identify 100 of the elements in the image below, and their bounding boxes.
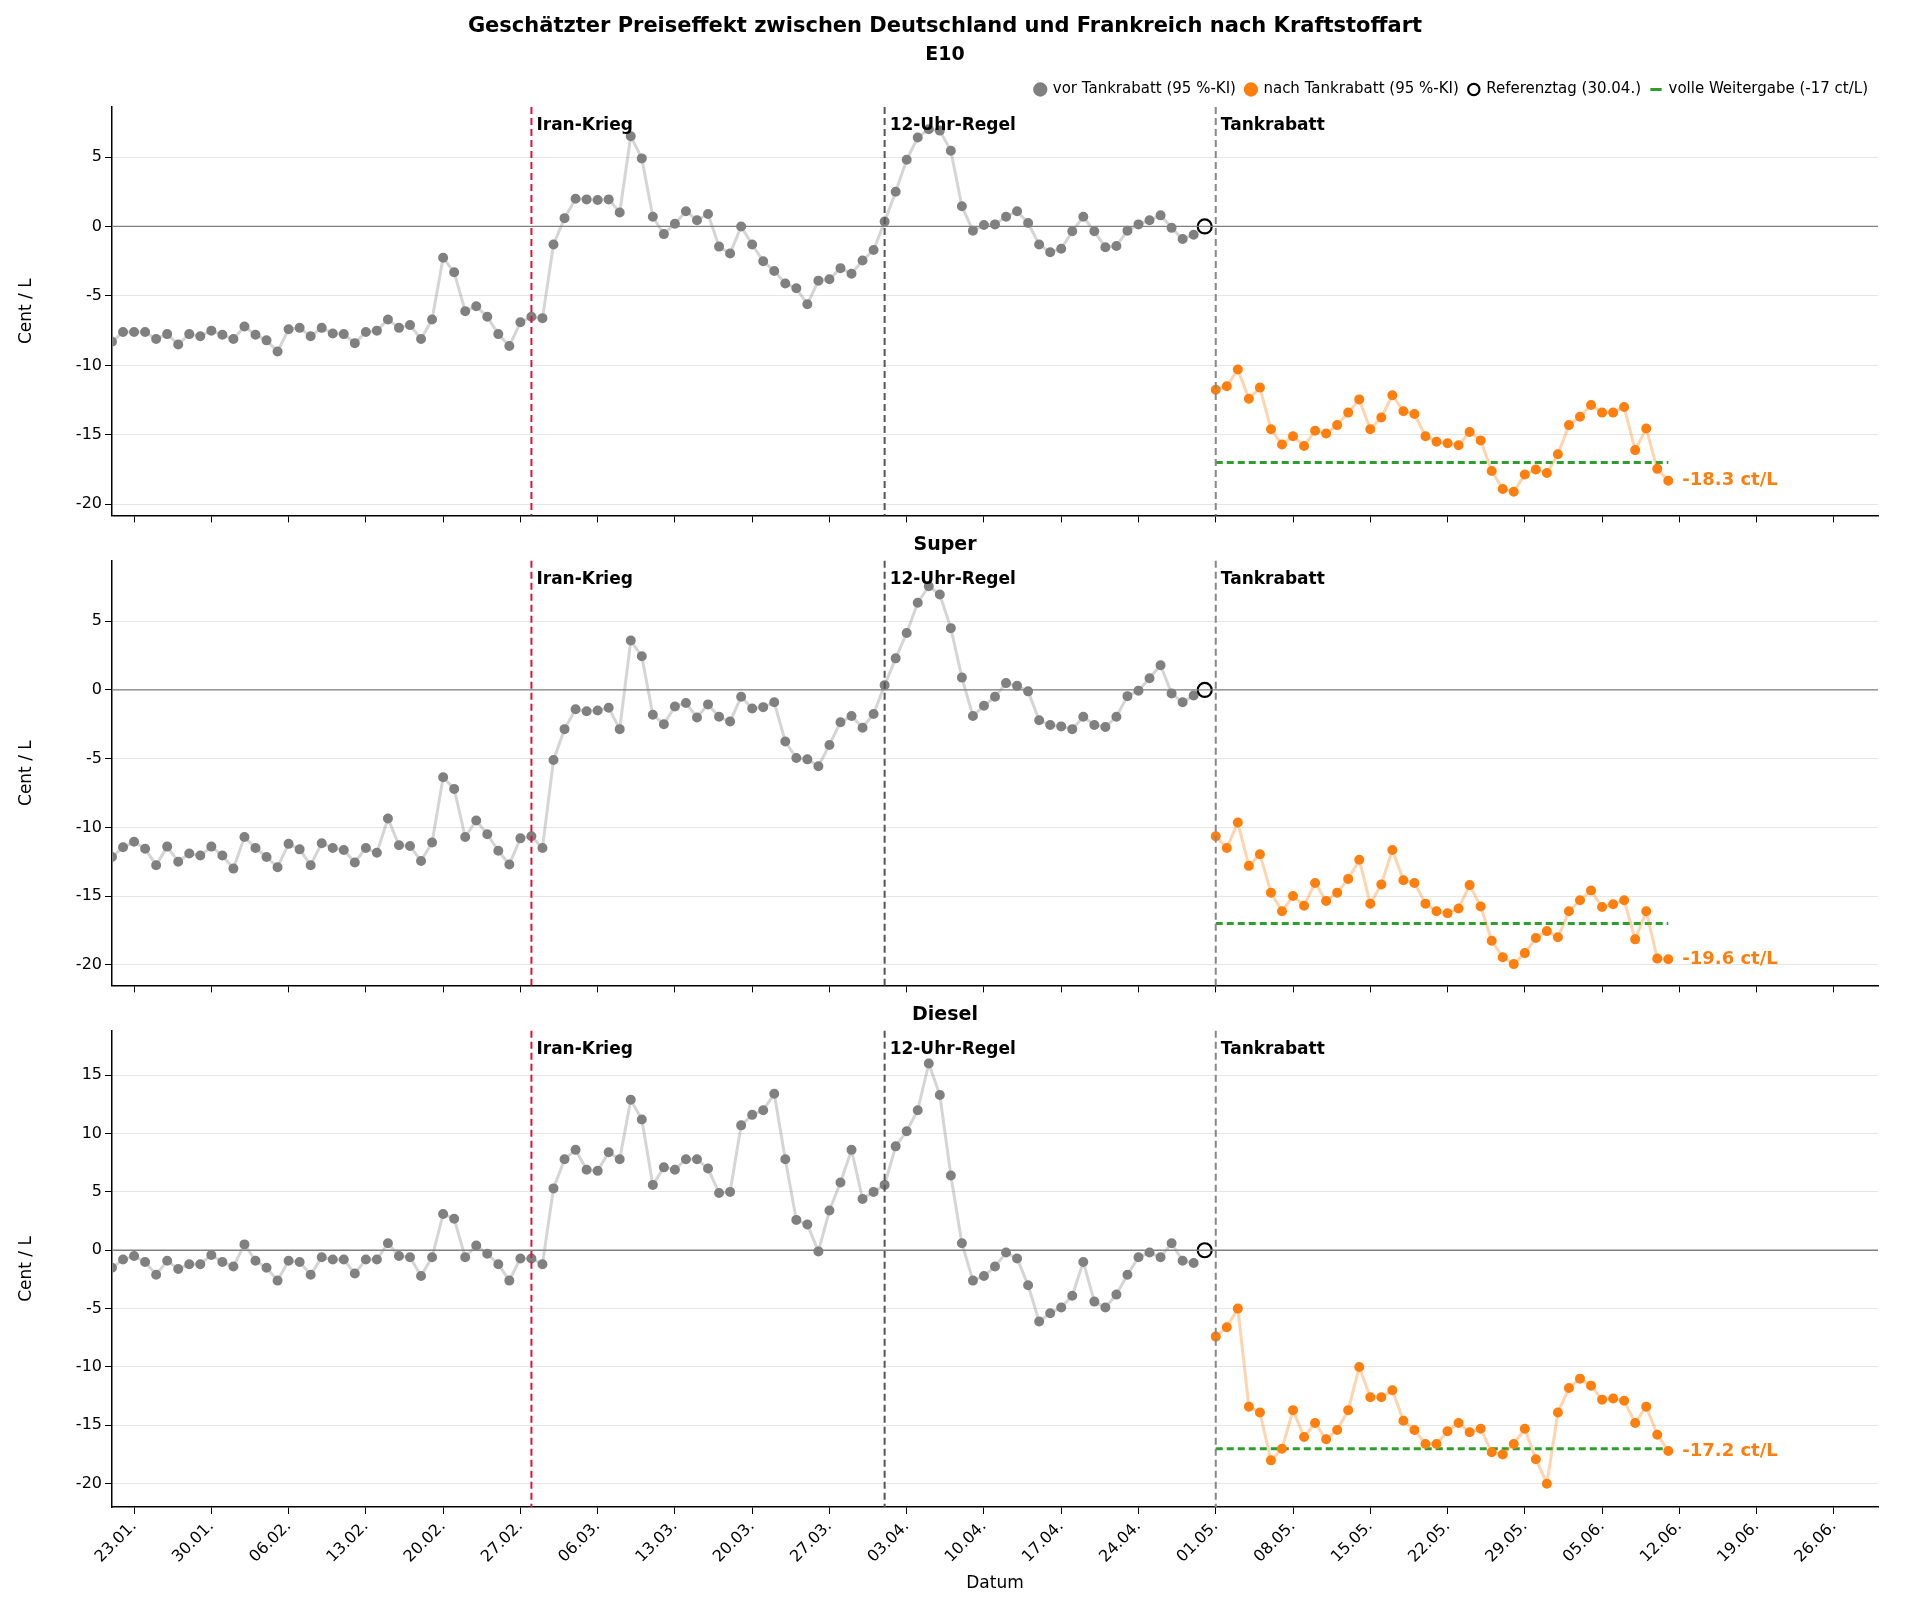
ref-line-label: Iran-Krieg	[536, 113, 633, 134]
point	[1321, 428, 1332, 439]
annotation: -19.6 ct/L	[1682, 946, 1778, 968]
y-axis-title: Cent / L	[14, 277, 35, 345]
y-tick-label: 15	[81, 1064, 102, 1084]
legend-label: Referenztag (30.04.)	[1486, 79, 1642, 98]
legend-label: volle Weitergabe (-17 ct/L)	[1668, 79, 1869, 98]
y-tick-label: 5	[91, 610, 102, 630]
y-tick-label: 5	[91, 1181, 102, 1201]
point	[1530, 932, 1541, 943]
point	[1530, 464, 1541, 475]
point	[1541, 926, 1552, 937]
point	[1508, 959, 1519, 970]
point	[1663, 475, 1674, 486]
point	[1486, 465, 1497, 476]
point	[1641, 423, 1652, 434]
y-tick-label: -10	[75, 1356, 102, 1376]
point	[1376, 412, 1387, 423]
point	[1586, 885, 1597, 896]
point	[1475, 901, 1486, 912]
point	[1265, 424, 1276, 435]
point	[1442, 908, 1453, 919]
ref-line-label: Tankrabatt	[1220, 1037, 1325, 1058]
point	[1221, 842, 1232, 853]
y-tick-label: -15	[75, 423, 102, 443]
annotation: -18.3 ct/L	[1682, 468, 1778, 490]
point	[1409, 878, 1420, 889]
point	[1343, 873, 1354, 884]
point	[1398, 406, 1409, 417]
point	[1663, 954, 1674, 965]
chart-title: Diesel	[912, 1002, 978, 1025]
y-tick-label: -20	[75, 493, 102, 513]
y-tick-label: 5	[91, 146, 102, 166]
y-tick-label: 10	[81, 1122, 102, 1142]
ref-line-label: Tankrabatt	[1220, 567, 1325, 588]
point	[1630, 934, 1641, 945]
ref-line-label: Tankrabatt	[1220, 113, 1325, 134]
point	[1387, 390, 1398, 401]
chart-subtitle: E10	[925, 41, 965, 64]
point	[1508, 486, 1519, 497]
point	[1420, 898, 1431, 909]
chart-title: Super	[913, 532, 978, 555]
point	[1420, 431, 1431, 442]
annotation: -17.2 ct/L	[1682, 1438, 1778, 1460]
point	[1431, 906, 1442, 917]
point	[1563, 906, 1574, 917]
point	[1387, 845, 1398, 856]
point	[1332, 420, 1343, 431]
y-tick-label: 0	[91, 1239, 102, 1259]
point	[1243, 393, 1254, 404]
point	[1597, 902, 1608, 913]
y-tick-label: -5	[86, 1297, 102, 1317]
point	[1486, 935, 1497, 946]
point	[1652, 463, 1663, 474]
y-tick-label: -15	[75, 1414, 102, 1434]
point	[1497, 484, 1508, 495]
point	[1354, 854, 1365, 865]
point	[1276, 439, 1287, 450]
ref-line-label: 12-Uhr-Regel	[889, 1037, 1016, 1058]
point	[1265, 887, 1276, 898]
point	[1519, 948, 1530, 959]
ref-line-label: 12-Uhr-Regel	[889, 113, 1016, 134]
y-tick-label: -10	[75, 354, 102, 374]
point	[1619, 402, 1630, 413]
y-tick-label: -20	[75, 1472, 102, 1492]
point	[1243, 860, 1254, 871]
point	[1519, 469, 1530, 480]
point	[1630, 445, 1641, 456]
point	[1299, 440, 1310, 451]
point	[1552, 449, 1563, 460]
y-axis-title: Cent / L	[14, 1235, 35, 1302]
point	[1541, 468, 1552, 479]
point	[1464, 880, 1475, 891]
y-axis-title: Cent / L	[14, 739, 35, 806]
point	[1552, 932, 1563, 943]
point	[1497, 952, 1508, 963]
point	[1321, 895, 1332, 906]
point	[1288, 891, 1299, 902]
y-tick-label: -20	[75, 953, 102, 973]
point	[1398, 875, 1409, 886]
point	[1332, 887, 1343, 898]
point	[1409, 409, 1420, 419]
point	[1254, 849, 1265, 860]
point	[1574, 411, 1585, 422]
chart-title: Geschätzter Preiseffekt zwischen Deutschland und Frankreich nach Kraftstoffart	[467, 13, 1423, 38]
point	[1464, 427, 1475, 438]
point	[1453, 903, 1464, 914]
ref-line-label: Iran-Krieg	[536, 567, 633, 588]
point	[1276, 906, 1287, 917]
legend-label: nach Tankrabatt (95 %-KI)	[1263, 79, 1459, 98]
point	[1288, 431, 1299, 442]
point	[1652, 953, 1663, 964]
point	[1475, 435, 1486, 446]
y-tick-label: -5	[86, 285, 102, 305]
y-tick-label: 0	[91, 215, 102, 235]
point	[1563, 420, 1574, 431]
point	[1196, 218, 1213, 235]
point	[1641, 906, 1652, 917]
y-tick-label: -5	[86, 747, 102, 767]
point	[1354, 394, 1365, 405]
